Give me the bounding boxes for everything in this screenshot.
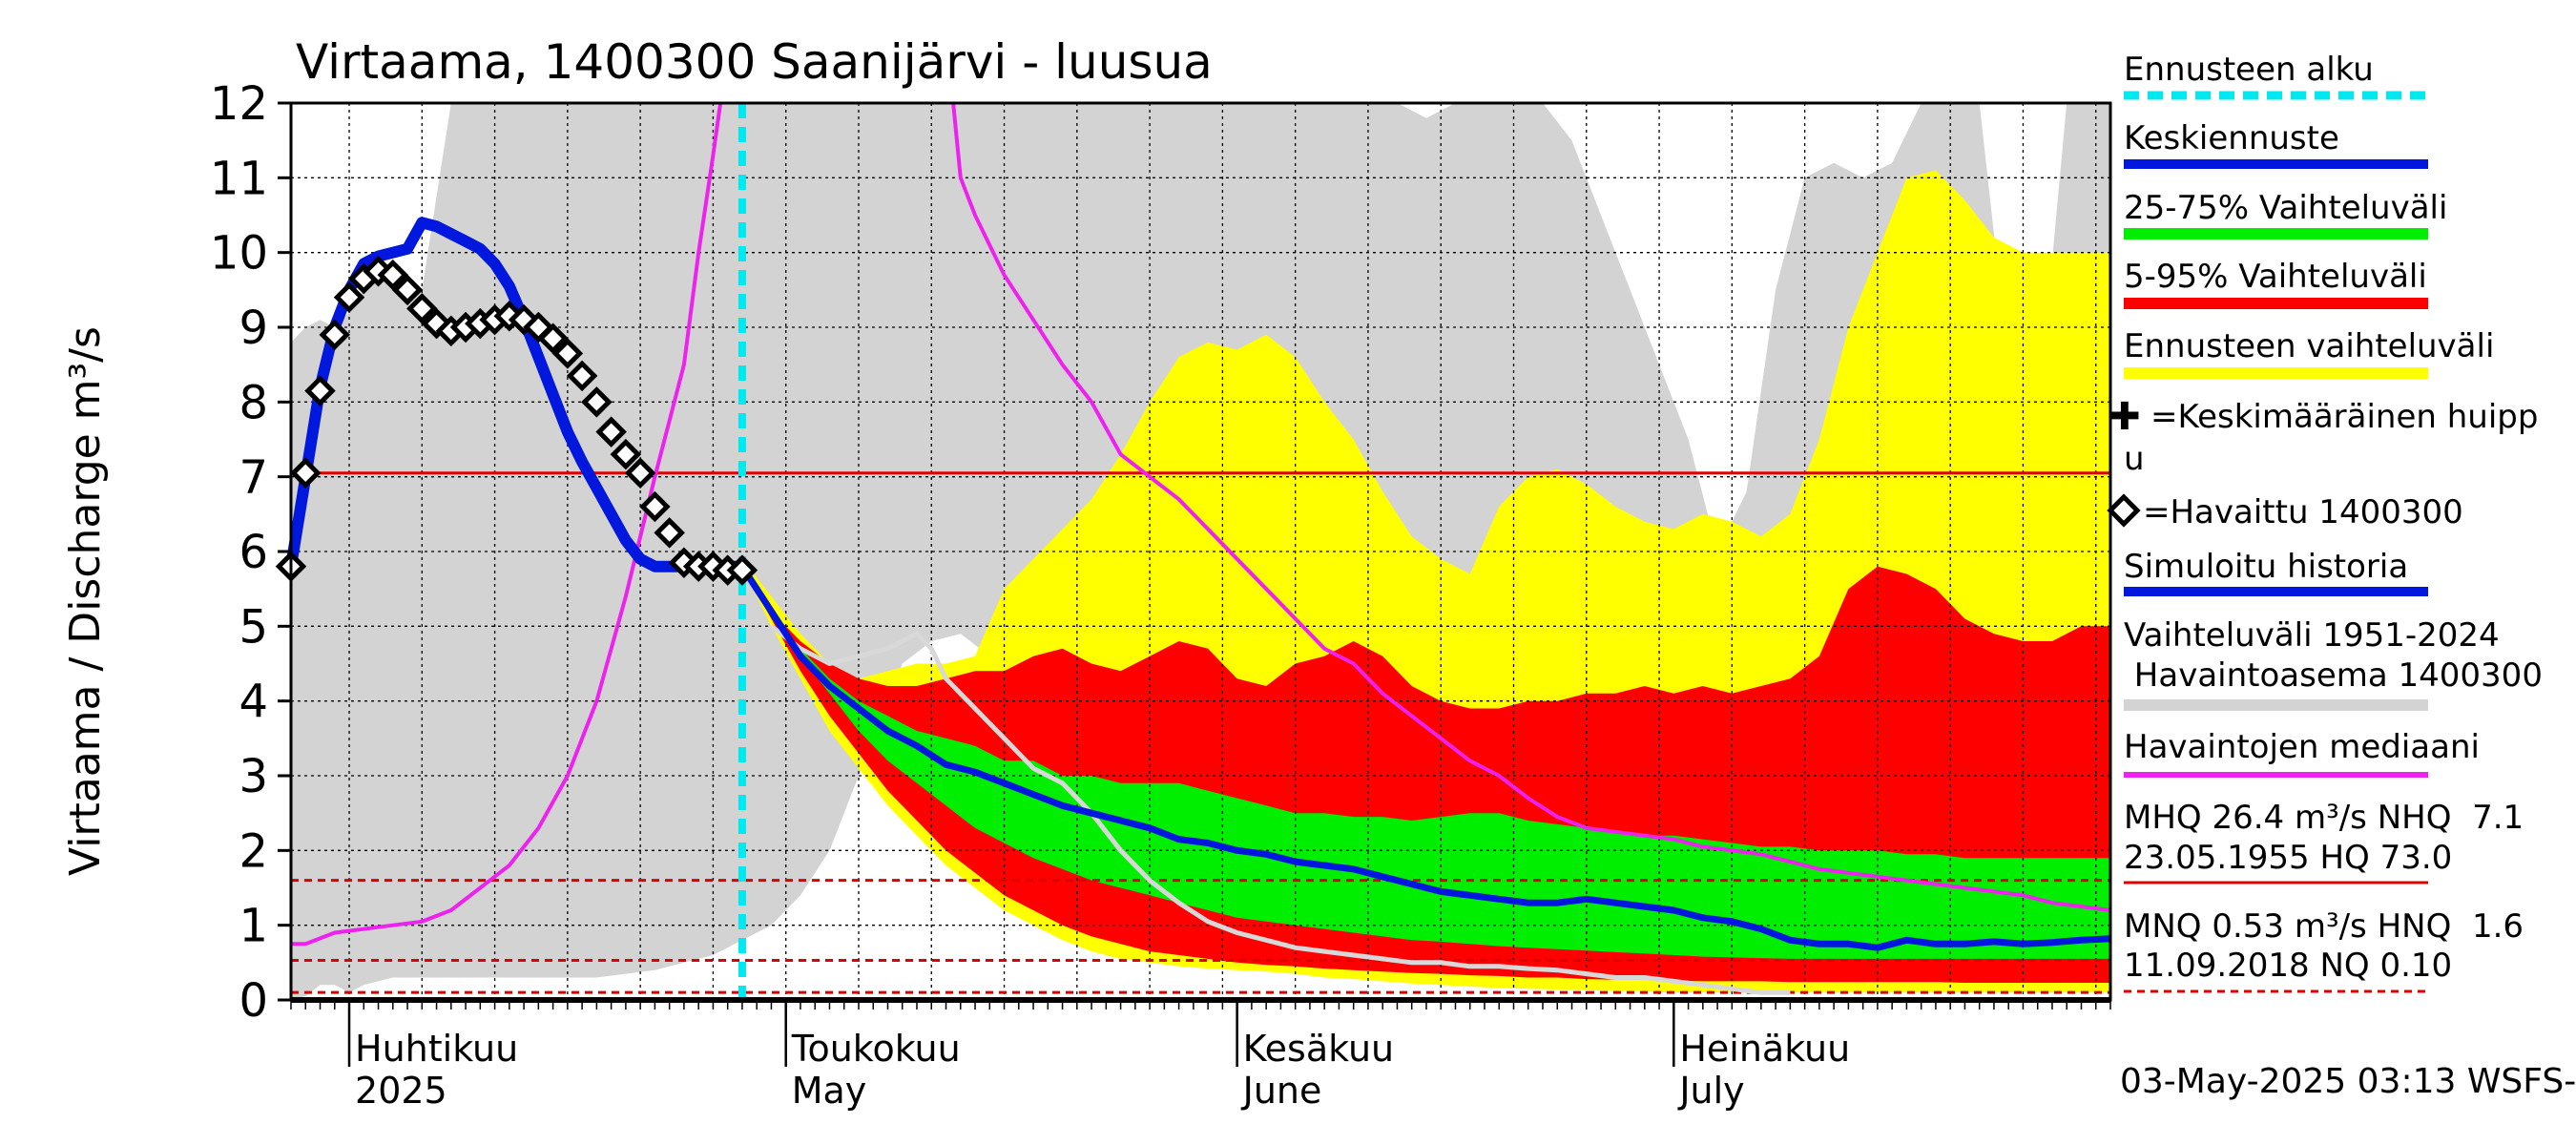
legend-mean-label: Keskiennuste bbox=[2124, 119, 2339, 157]
legend-median-label: Havaintojen mediaani bbox=[2124, 728, 2480, 766]
y-axis-label: Virtaama / Discharge m³/s bbox=[61, 326, 110, 876]
range-25-75-band bbox=[741, 562, 2110, 959]
observed-point bbox=[610, 438, 642, 470]
median-gray-line bbox=[769, 624, 1791, 995]
y-tick-label: 8 bbox=[239, 376, 268, 429]
observed-point bbox=[377, 259, 409, 291]
observed-point bbox=[566, 360, 598, 392]
y-tick-label: 7 bbox=[239, 451, 268, 505]
plot-axes: 0123456789101112Huhtikuu2025ToukokuuMayK… bbox=[210, 77, 2112, 1112]
observed-point bbox=[639, 490, 671, 523]
legend-history-label-2: Havaintoasema 1400300 bbox=[2124, 656, 2543, 695]
y-tick-label: 9 bbox=[239, 302, 268, 355]
x-month-label-en: June bbox=[1241, 1070, 1322, 1112]
plot-grid bbox=[291, 103, 2110, 1000]
legend-peak-label-2: u bbox=[2124, 440, 2145, 478]
legend-forecast-start-label: Ennusteen alku bbox=[2124, 51, 2374, 89]
legend-range-25-75-label: 25-75% Vaihteluväli bbox=[2124, 189, 2447, 227]
legend-mhq-label-2: 23.05.1955 HQ 73.0 bbox=[2124, 839, 2452, 877]
chart-title: Virtaama, 1400300 Saanijärvi - luusua bbox=[296, 34, 1213, 90]
y-tick-label: 3 bbox=[239, 750, 268, 803]
y-tick-label: 12 bbox=[210, 77, 268, 131]
legend-history-label-1: Vaihteluväli 1951-2024 bbox=[2124, 616, 2500, 655]
legend: Ennusteen alku Keskiennuste 25-75% Vaiht… bbox=[2107, 51, 2543, 993]
median-line-fall bbox=[951, 102, 2111, 912]
y-tick-label: 6 bbox=[239, 526, 268, 579]
legend-mnq-label-1: MNQ 0.53 m³/s HNQ 1.6 bbox=[2124, 907, 2524, 946]
observed-point bbox=[333, 281, 365, 313]
x-month-label-fi: Toukokuu bbox=[791, 1028, 961, 1070]
median-line-rise bbox=[291, 102, 723, 947]
x-month-label-fi: Kesäkuu bbox=[1243, 1028, 1395, 1070]
y-tick-label: 1 bbox=[239, 900, 268, 953]
y-tick-label: 2 bbox=[239, 824, 268, 878]
observed-point bbox=[581, 386, 613, 418]
observed-point bbox=[595, 416, 627, 448]
observed-point bbox=[551, 338, 584, 369]
legend-peak-marker-icon: ✚ bbox=[2109, 395, 2141, 439]
y-tick-label: 10 bbox=[210, 227, 268, 281]
observed-point bbox=[726, 554, 758, 586]
legend-mhq-label-1: MHQ 26.4 m³/s NHQ 7.1 bbox=[2124, 799, 2524, 837]
plot-series bbox=[275, 102, 2111, 1000]
y-tick-label: 0 bbox=[239, 974, 268, 1028]
legend-observed-marker-icon bbox=[2107, 493, 2141, 528]
x-month-label-en: July bbox=[1677, 1070, 1744, 1112]
observed-point bbox=[319, 319, 351, 351]
y-tick-label: 4 bbox=[239, 676, 268, 729]
legend-observed-label: =Havaittu 1400300 bbox=[2143, 493, 2463, 531]
observed-point bbox=[624, 457, 656, 489]
observed-point bbox=[391, 274, 424, 306]
simulated-history-line bbox=[285, 217, 742, 572]
legend-simulated-label: Simuloitu historia bbox=[2124, 548, 2408, 586]
x-month-label-fi: Heinäkuu bbox=[1679, 1028, 1850, 1070]
observed-point bbox=[654, 517, 685, 549]
forecast-mean-line bbox=[738, 564, 2111, 951]
observed-point bbox=[289, 457, 322, 489]
footer-timestamp: 03-May-2025 03:13 WSFS-O bbox=[2120, 1062, 2576, 1101]
x-month-label-fi: Huhtikuu bbox=[355, 1028, 518, 1070]
legend-forecast-range-label: Ennusteen vaihteluväli bbox=[2124, 327, 2494, 365]
observed-point bbox=[537, 323, 569, 355]
observed-point bbox=[406, 293, 438, 324]
observed-point bbox=[304, 375, 336, 406]
legend-range-5-95-label: 5-95% Vaihteluväli bbox=[2124, 258, 2427, 296]
x-month-label-en: May bbox=[792, 1070, 867, 1112]
legend-mnq-label-2: 11.09.2018 NQ 0.10 bbox=[2124, 947, 2452, 985]
y-tick-label: 5 bbox=[239, 600, 268, 654]
x-month-label-en: 2025 bbox=[355, 1070, 447, 1112]
y-tick-label: 11 bbox=[210, 152, 268, 205]
legend-peak-label-1: =Keskimääräinen huipp bbox=[2150, 398, 2538, 436]
